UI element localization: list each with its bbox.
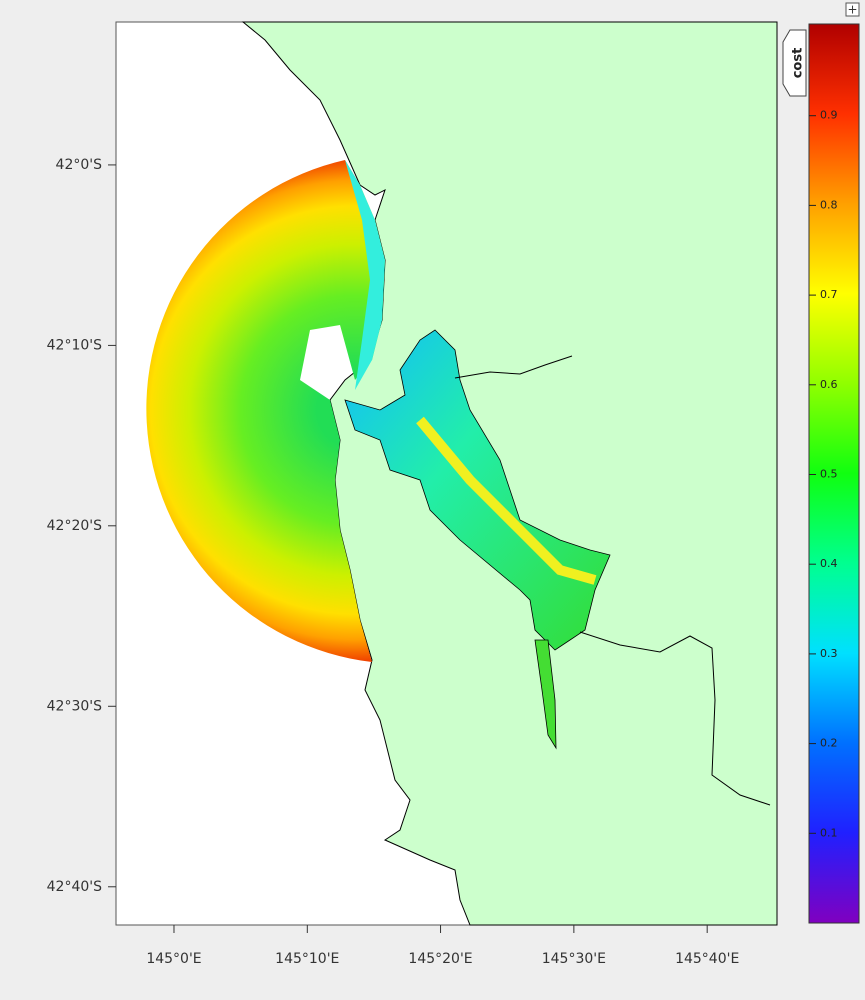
x-tick-label: 145°10'E (275, 951, 339, 967)
colorbar-label: cost (791, 48, 806, 79)
colorbar-tick-label: 0.8 (820, 198, 838, 211)
harbor-ridge (416, 416, 597, 585)
x-tick-label: 145°30'E (542, 951, 606, 967)
x-tick-label: 145°0'E (146, 951, 201, 967)
colorbar-tick-label: 0.4 (820, 557, 838, 570)
colorbar-tick-label: 0.7 (820, 288, 838, 301)
colorbar-tick-label: 0.6 (820, 378, 838, 391)
colorbar-tick-label: 0.5 (820, 468, 838, 481)
river-line (454, 355, 573, 379)
y-tick-label: 42°20'S (47, 518, 102, 534)
x-tick-label: 145°40'E (675, 951, 739, 967)
y-tick-label: 42°10'S (47, 337, 102, 353)
y-tick-label: 42°0'S (56, 157, 103, 173)
colorbar-tick-label: 0.1 (820, 826, 838, 839)
expand-button-label[interactable]: + (847, 3, 857, 17)
colorbar-label-tab (782, 29, 807, 97)
colorbar (808, 23, 860, 924)
channel (345, 160, 385, 390)
colorbar-tick-label: 0.3 (820, 647, 838, 660)
y-tick-label: 42°40'S (47, 879, 102, 895)
fan-coverage (146, 160, 385, 662)
colorbar-tick-label: 0.2 (820, 737, 838, 750)
colorbar-tick-label: 0.9 (820, 109, 838, 122)
expand-button[interactable] (845, 2, 860, 17)
river-line (579, 631, 771, 806)
river (534, 639, 557, 750)
x-tick-label: 145°20'E (408, 951, 472, 967)
y-tick-label: 42°30'S (47, 698, 102, 714)
